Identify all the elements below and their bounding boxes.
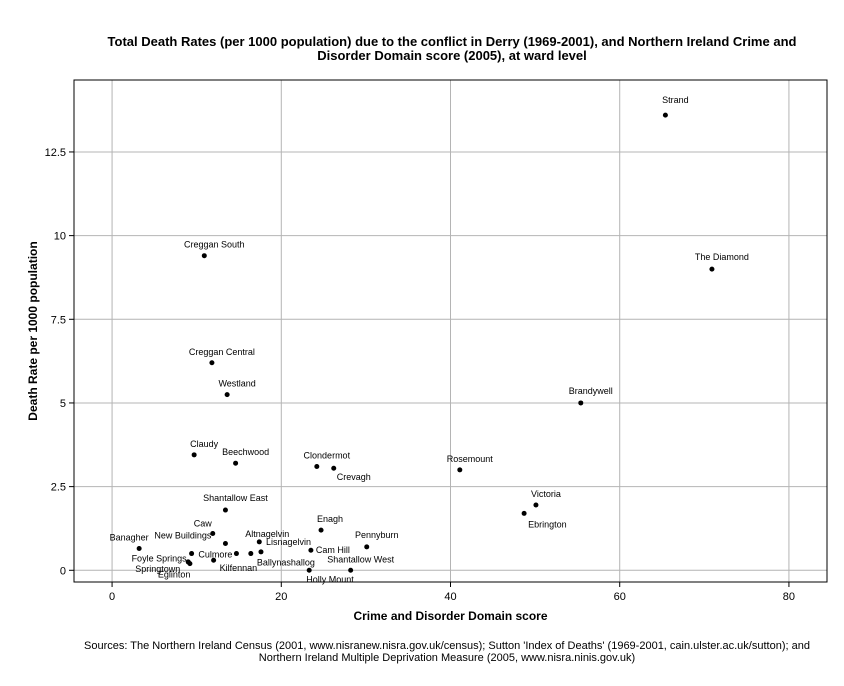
point-label: Westland xyxy=(218,379,255,389)
point-label: Rosemount xyxy=(447,454,494,464)
point-label: Enagh xyxy=(317,514,343,524)
y-tick-label: 0 xyxy=(60,565,66,577)
data-point xyxy=(709,266,715,272)
x-tick-label: 40 xyxy=(444,591,456,603)
point-label: Cam Hill xyxy=(316,545,350,555)
point-label: Pennyburn xyxy=(355,530,399,540)
data-point xyxy=(136,546,142,552)
sources-note: Sources: The Northern Ireland Census (20… xyxy=(0,640,844,664)
data-point xyxy=(191,452,197,458)
data-point xyxy=(662,112,668,118)
data-point xyxy=(224,392,230,398)
point-label: Eglinton xyxy=(158,570,191,580)
data-point xyxy=(364,544,370,550)
data-point xyxy=(222,541,228,547)
y-tick-label: 5 xyxy=(60,398,66,410)
point-label: Claudy xyxy=(190,439,219,449)
y-tick-label: 12.5 xyxy=(45,147,66,159)
point-label: Shantallow East xyxy=(203,493,268,503)
point-label: Creggan Central xyxy=(189,347,255,357)
point-label: New Buildings xyxy=(154,531,212,541)
data-point xyxy=(533,502,539,508)
y-axis-label: Death Rate per 1000 population xyxy=(26,241,40,420)
chart-title-line-2: Disorder Domain score (2005), at ward le… xyxy=(317,48,587,63)
data-point xyxy=(306,567,312,573)
data-point xyxy=(210,530,216,536)
tick-layer: 0 20 40 60 80 0 2.5 5 7.5 10 12.5 xyxy=(45,147,795,603)
point-label: Victoria xyxy=(531,489,561,499)
point-label: Beechwood xyxy=(222,447,269,457)
point-label: Banagher xyxy=(110,533,149,543)
point-label: Ebrington xyxy=(528,519,567,529)
data-point xyxy=(233,460,239,466)
point-label: Clondermot xyxy=(304,451,351,461)
data-point xyxy=(211,557,217,563)
y-tick-label: 2.5 xyxy=(51,482,66,494)
chart-title: Total Death Rates (per 1000 population) … xyxy=(60,35,844,63)
data-point xyxy=(187,561,193,567)
data-point xyxy=(248,551,254,557)
point-label: Caw xyxy=(194,518,213,528)
data-point xyxy=(314,464,320,470)
point-label: Lisnagelvin xyxy=(266,537,311,547)
data-point xyxy=(318,527,324,533)
point-label: Creggan South xyxy=(184,240,245,250)
data-point xyxy=(331,465,337,471)
x-tick-label: 0 xyxy=(109,591,115,603)
point-label: Brandywell xyxy=(569,386,613,396)
data-point xyxy=(209,360,215,366)
data-point xyxy=(222,507,228,513)
x-tick-label: 60 xyxy=(614,591,626,603)
point-label: Altnagelvin xyxy=(245,529,289,539)
data-point xyxy=(189,551,195,557)
point-label: Strand xyxy=(662,95,689,105)
data-point xyxy=(578,400,584,406)
data-point xyxy=(308,547,314,553)
sources-line-1: Sources: The Northern Ireland Census (20… xyxy=(84,640,810,652)
y-tick-label: 7.5 xyxy=(51,314,66,326)
sources-line-2: Northern Ireland Multiple Deprivation Me… xyxy=(258,652,636,664)
data-point xyxy=(348,567,354,573)
data-point xyxy=(521,510,527,516)
chart-title-line-1: Total Death Rates (per 1000 population) … xyxy=(107,34,797,49)
data-point xyxy=(258,549,264,555)
y-tick-label: 10 xyxy=(54,231,66,243)
data-point xyxy=(201,253,207,259)
point-label: Foyle Springs xyxy=(132,554,188,564)
point-label: Springtown xyxy=(135,564,180,574)
data-point xyxy=(457,467,463,473)
point-label: Kilfennan xyxy=(220,563,258,573)
x-tick-label: 80 xyxy=(783,591,795,603)
x-axis-label: Crime and Disorder Domain score xyxy=(353,609,547,623)
point-label: Crevagh xyxy=(337,472,371,482)
point-label: The Diamond xyxy=(695,252,749,262)
point-label: Shantallow West xyxy=(327,554,394,564)
x-tick-label: 20 xyxy=(275,591,287,603)
data-point xyxy=(256,539,262,545)
point-label: Culmore xyxy=(198,550,232,560)
point-label: Holly Mount xyxy=(306,574,354,584)
point-layer: Strand The Diamond Creggan South Creggan Ce… xyxy=(110,95,749,584)
data-point xyxy=(233,551,239,557)
grid-layer xyxy=(74,80,827,582)
point-label: Ballynashallog xyxy=(257,558,315,568)
